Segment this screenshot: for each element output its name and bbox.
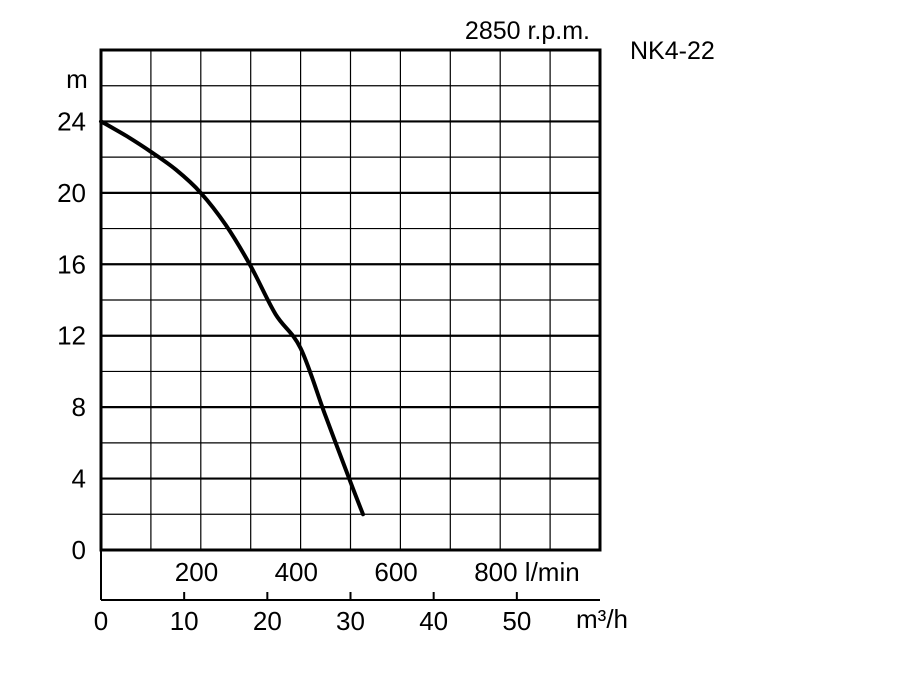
grid [101, 50, 600, 550]
m3h-tick-marks [100, 592, 518, 600]
y-tick-label: 16 [57, 249, 86, 279]
lmin-tick-label: 600 [374, 557, 417, 587]
y-axis-tick-labels: 0 4 8 12 16 20 24 [57, 106, 86, 565]
y-tick-label: 24 [57, 106, 86, 136]
m3h-tick-label: 30 [336, 606, 365, 636]
series-layer [99, 119, 365, 517]
y-axis-unit-label: m [66, 64, 88, 94]
m3h-axis-tick-labels: 0 10 20 30 40 50 [94, 606, 532, 636]
m3h-tick-label: 50 [502, 606, 531, 636]
rpm-label: 2850 r.p.m. [465, 17, 590, 45]
m3h-tick-label: 10 [170, 606, 199, 636]
head-curve [99, 119, 365, 517]
y-tick-label: 4 [72, 464, 86, 494]
m3h-tick-label: 0 [94, 606, 108, 636]
lmin-axis-tick-labels: 200 400 600 800 l/min [175, 557, 580, 587]
m3h-tick-label: 40 [419, 606, 448, 636]
y-tick-label: 12 [57, 321, 86, 351]
y-tick-label: 0 [72, 535, 86, 565]
plot-frame [99, 48, 602, 552]
y-tick-label: 20 [57, 178, 86, 208]
y-tick-label: 8 [72, 392, 86, 422]
m3h-tick-label: 20 [253, 606, 282, 636]
lmin-tick-label: 800 l/min [474, 557, 580, 587]
model-label: NK4-22 [630, 37, 715, 65]
lmin-tick-label: 400 [275, 557, 318, 587]
lmin-tick-label: 200 [175, 557, 218, 587]
m3h-axis-unit-label: m³/h [576, 604, 628, 634]
